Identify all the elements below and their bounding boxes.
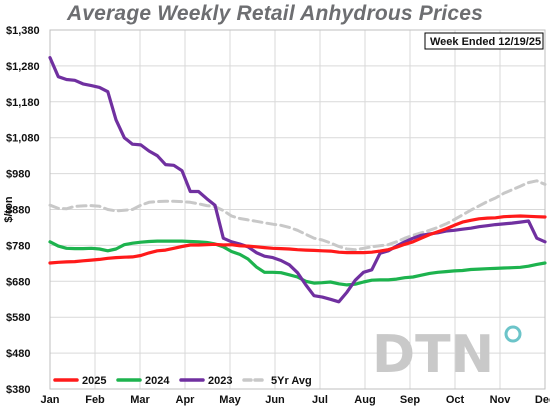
series-line-2025	[48, 214, 547, 265]
y-tick-label: $980	[6, 169, 30, 181]
legend: 2025 2024 2023 5Yr Avg	[53, 375, 312, 387]
x-tick-label: Jan	[41, 394, 60, 406]
grid	[49, 29, 546, 390]
y-axis-ticks: $1,380 $1,280 $1,180 $1,080 $980 $880 $780 $680…	[6, 25, 40, 396]
week-ended-note: Week Ended 12/19/25	[424, 32, 544, 50]
x-tick-label: Sep	[400, 394, 420, 406]
dtn-logo: DTN	[372, 325, 522, 385]
legend-label: 2025	[82, 375, 106, 387]
week-ended-text: Week Ended 12/19/25	[430, 36, 541, 48]
series-lines	[48, 56, 547, 304]
legend-label: 2024	[145, 375, 170, 387]
x-tick-label: Aug	[354, 394, 375, 406]
y-tick-label: $680	[6, 276, 30, 288]
x-tick-label: Feb	[85, 394, 105, 406]
plot-border	[49, 29, 546, 390]
y-tick-label: $1,380	[6, 25, 40, 37]
y-axis-label: $/ton	[3, 196, 15, 223]
x-tick-label: Mar	[130, 394, 150, 406]
y-tick-label: $780	[6, 240, 30, 252]
dtn-logo-text: DTN	[372, 325, 494, 385]
x-axis-ticks: Jan Feb Mar Apr May Jun Jul Aug Sep Oct Nov Dec	[41, 394, 550, 406]
legend-label: 5Yr Avg	[271, 375, 312, 387]
y-tick-label: $1,180	[6, 97, 40, 109]
x-tick-label: May	[219, 394, 241, 406]
legend-label: 2023	[208, 375, 232, 387]
x-tick-label: Oct	[446, 394, 465, 406]
y-tick-label: $880	[6, 205, 30, 217]
y-tick-label: $1,080	[6, 133, 40, 145]
y-tick-label: $1,280	[6, 61, 40, 73]
series-line-2024	[48, 239, 547, 287]
series-line-2023	[48, 56, 547, 304]
y-tick-label: $580	[6, 312, 30, 324]
y-tick-label: $380	[6, 384, 30, 396]
x-tick-label: Dec	[535, 394, 550, 406]
y-tick-label: $480	[6, 348, 30, 360]
series-line-5yr-avg	[48, 179, 547, 252]
dtn-logo-dot	[504, 325, 522, 343]
x-tick-label: Nov	[490, 394, 512, 406]
x-tick-label: Jun	[265, 394, 285, 406]
x-tick-label: Jul	[312, 394, 328, 406]
x-tick-label: Apr	[176, 394, 196, 406]
chart-title: Average Weekly Retail Anhydrous Prices	[66, 2, 484, 25]
